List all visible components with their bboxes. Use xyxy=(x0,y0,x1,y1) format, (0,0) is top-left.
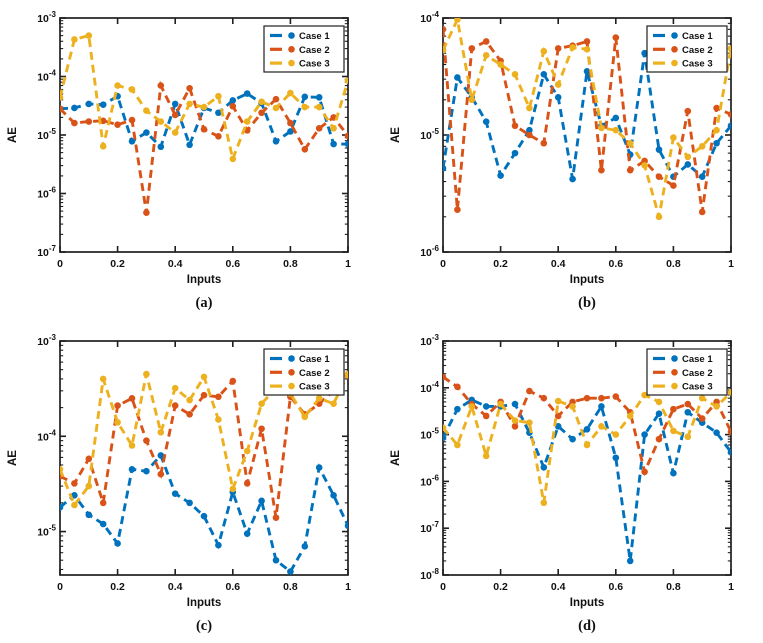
y-axis-ticks: 10-5 10-4 10-3 xyxy=(37,333,348,571)
svg-text:0.6: 0.6 xyxy=(225,258,240,270)
legend-label: Case 2 xyxy=(299,45,330,56)
legend: Case 1 Case 2 Case 3 xyxy=(646,25,728,73)
series-case-3 xyxy=(443,389,731,507)
x-axis-ticks: 0 0.2 0.4 0.6 0.8 1 xyxy=(57,341,351,593)
svg-text:10-5: 10-5 xyxy=(37,127,56,142)
svg-text:0.8: 0.8 xyxy=(283,581,298,593)
svg-text:0.6: 0.6 xyxy=(608,258,623,270)
subplot-c-caption: (c) xyxy=(196,618,212,634)
svg-text:0.6: 0.6 xyxy=(608,581,623,593)
svg-text:0.4: 0.4 xyxy=(168,258,183,270)
chart-c-plot-area: 0 0.2 0.4 0.6 0.8 1 10-5 10-4 10-3 Inputs AE Case 1… xyxy=(7,333,351,609)
legend-label: Case 2 xyxy=(682,368,713,379)
legend-label: Case 3 xyxy=(299,59,330,70)
svg-text:10-6: 10-6 xyxy=(420,244,439,259)
chart-c: 0 0.2 0.4 0.6 0.8 1 10-5 10-4 10-3 Inputs AE Case 1… xyxy=(7,333,351,634)
legend-label: Case 3 xyxy=(682,382,713,393)
svg-text:10-4: 10-4 xyxy=(420,10,439,25)
y-axis-label: AE xyxy=(390,127,402,143)
svg-text:10-3: 10-3 xyxy=(37,10,56,25)
chart-a: 0 0.2 0.4 0.6 0.8 1 10-7 10-6 10-5 10-4 10-3 Inputs… xyxy=(7,10,351,311)
subplot-a: 0 0.2 0.4 0.6 0.8 1 10-7 10-6 10-5 10-4 10-3 Inputs… xyxy=(0,0,380,320)
svg-text:10-5: 10-5 xyxy=(37,524,56,539)
svg-text:1: 1 xyxy=(728,581,734,593)
svg-text:0.2: 0.2 xyxy=(493,581,508,593)
svg-text:1: 1 xyxy=(345,258,351,270)
chart-a-plot-area: 0 0.2 0.4 0.6 0.8 1 10-7 10-6 10-5 10-4 10-3 Inputs… xyxy=(7,10,351,286)
svg-text:0.4: 0.4 xyxy=(551,258,566,270)
legend-label: Case 1 xyxy=(299,354,330,365)
legend-label: Case 2 xyxy=(682,45,713,56)
svg-text:0.8: 0.8 xyxy=(283,258,298,270)
svg-text:10-5: 10-5 xyxy=(420,127,439,142)
svg-text:10-8: 10-8 xyxy=(420,567,439,582)
subplot-b: 0 0.2 0.4 0.6 0.8 1 10-6 10-5 10-4 Inputs AE Case 1… xyxy=(383,0,763,320)
svg-text:0.6: 0.6 xyxy=(225,581,240,593)
x-axis-ticks: 0 0.2 0.4 0.6 0.8 1 xyxy=(57,18,351,270)
svg-text:10-4: 10-4 xyxy=(37,428,56,443)
legend: Case 1 Case 2 Case 3 xyxy=(263,25,345,73)
legend: Case 1 Case 2 Case 3 xyxy=(646,348,728,396)
svg-text:10-6: 10-6 xyxy=(37,186,56,201)
y-axis-label: AE xyxy=(390,450,402,466)
chart-d: 0 0.2 0.4 0.6 0.8 1 10-8 10-7 10-6 10-5 10-4 10-3 In… xyxy=(390,333,734,634)
series-case-3 xyxy=(443,18,731,221)
svg-text:0.2: 0.2 xyxy=(110,581,125,593)
legend-label: Case 1 xyxy=(682,354,713,365)
chart-d-plot-area: 0 0.2 0.4 0.6 0.8 1 10-8 10-7 10-6 10-5 10-4 10-3 In… xyxy=(390,333,734,609)
legend-label: Case 1 xyxy=(682,31,713,42)
svg-text:0.8: 0.8 xyxy=(666,258,681,270)
y-axis-label: AE xyxy=(7,450,19,466)
svg-text:0.8: 0.8 xyxy=(666,581,681,593)
subplot-b-caption: (b) xyxy=(578,295,596,311)
subplot-d: 0 0.2 0.4 0.6 0.8 1 10-8 10-7 10-6 10-5 10-4 10-3 In… xyxy=(383,323,763,643)
x-axis-label: Inputs xyxy=(570,597,605,609)
chart-b-plot-area: 0 0.2 0.4 0.6 0.8 1 10-6 10-5 10-4 Inputs AE Case 1… xyxy=(390,10,734,286)
svg-text:0.2: 0.2 xyxy=(110,258,125,270)
svg-text:0: 0 xyxy=(440,581,446,593)
svg-text:0.2: 0.2 xyxy=(493,258,508,270)
legend: Case 1 Case 2 Case 3 xyxy=(263,348,345,396)
series-case-3 xyxy=(60,370,348,509)
svg-text:0: 0 xyxy=(57,581,63,593)
svg-text:0: 0 xyxy=(57,258,63,270)
svg-text:10-6: 10-6 xyxy=(420,473,439,488)
legend-label: Case 3 xyxy=(682,59,713,70)
subplot-a-caption: (a) xyxy=(196,295,213,311)
axes-box xyxy=(59,340,349,576)
x-axis-ticks: 0 0.2 0.4 0.6 0.8 1 xyxy=(440,341,734,593)
svg-text:10-3: 10-3 xyxy=(37,333,56,348)
svg-text:10-7: 10-7 xyxy=(420,520,439,535)
series-case-2 xyxy=(443,373,731,477)
svg-text:10-4: 10-4 xyxy=(420,380,439,395)
subplot-d-caption: (d) xyxy=(578,618,596,634)
x-axis-label: Inputs xyxy=(187,597,222,609)
series-case-2 xyxy=(443,26,731,216)
svg-text:1: 1 xyxy=(728,258,734,270)
svg-text:0.4: 0.4 xyxy=(551,581,566,593)
svg-text:0: 0 xyxy=(440,258,446,270)
series-case-1 xyxy=(443,396,731,565)
svg-text:1: 1 xyxy=(345,581,351,593)
legend-label: Case 2 xyxy=(299,368,330,379)
series-case-1 xyxy=(60,452,348,575)
series-case-3 xyxy=(60,32,348,164)
svg-text:10-4: 10-4 xyxy=(37,69,56,84)
subplot-c: 0 0.2 0.4 0.6 0.8 1 10-5 10-4 10-3 Inputs AE Case 1… xyxy=(0,323,380,643)
x-axis-label: Inputs xyxy=(187,274,222,286)
legend-label: Case 1 xyxy=(299,31,330,42)
x-axis-label: Inputs xyxy=(570,274,605,286)
svg-text:10-3: 10-3 xyxy=(420,333,439,348)
svg-text:0.4: 0.4 xyxy=(168,581,183,593)
svg-text:10-5: 10-5 xyxy=(420,427,439,442)
legend-label: Case 3 xyxy=(299,382,330,393)
axes-box xyxy=(442,340,732,576)
y-axis-label: AE xyxy=(7,127,19,143)
chart-b: 0 0.2 0.4 0.6 0.8 1 10-6 10-5 10-4 Inputs AE Case 1… xyxy=(390,10,734,311)
svg-text:10-7: 10-7 xyxy=(37,244,56,259)
